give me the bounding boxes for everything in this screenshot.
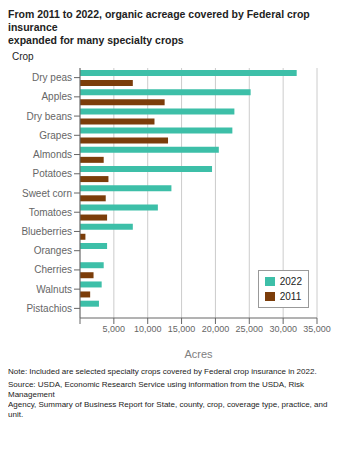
svg-text:Walnuts: Walnuts — [36, 284, 72, 295]
html-text:Crop: Crop — [12, 51, 34, 62]
svg-text:Grapes: Grapes — [39, 130, 72, 141]
svg-text:15,000: 15,000 — [168, 324, 196, 334]
html-text:Agency, Summary of Business Re: Agency, Summary of Business Report for S… — [8, 400, 328, 419]
html-text:From 2011 to 2022, organic acr: From 2011 to 2022, organic acreage cover… — [8, 8, 310, 46]
svg-text:20,000: 20,000 — [202, 324, 230, 334]
svg-text:Dry peas: Dry peas — [32, 72, 72, 83]
html-text:Source: USDA, Economic Researc: Source: USDA, Economic Research Service … — [8, 380, 305, 399]
svg-text:Oranges: Oranges — [34, 245, 72, 256]
html-text:Note: Included are selected sp: Note: Included are selected specialty cr… — [8, 367, 317, 376]
svg-text:10,000: 10,000 — [134, 324, 162, 334]
svg-text:Potatoes: Potatoes — [33, 168, 72, 179]
svg-text:Pistachios: Pistachios — [26, 303, 72, 314]
svg-text:Acres: Acres — [184, 348, 213, 360]
svg-text:Blueberries: Blueberries — [21, 226, 72, 237]
html-text:2011: 2011 — [279, 291, 302, 302]
svg-text:Sweet corn: Sweet corn — [22, 188, 72, 199]
svg-text:30,000: 30,000 — [269, 324, 297, 334]
svg-text:Cherries: Cherries — [34, 264, 72, 275]
svg-text:5,000: 5,000 — [103, 324, 126, 334]
svg-text:Tomatoes: Tomatoes — [29, 207, 72, 218]
html-text:2022: 2022 — [279, 276, 302, 287]
svg-text:Almonds: Almonds — [33, 149, 72, 160]
svg-text:Apples: Apples — [41, 91, 72, 102]
svg-text:Dry beans: Dry beans — [26, 111, 72, 122]
svg-text:25,000: 25,000 — [236, 324, 264, 334]
svg-text:35,000: 35,000 — [303, 324, 331, 334]
